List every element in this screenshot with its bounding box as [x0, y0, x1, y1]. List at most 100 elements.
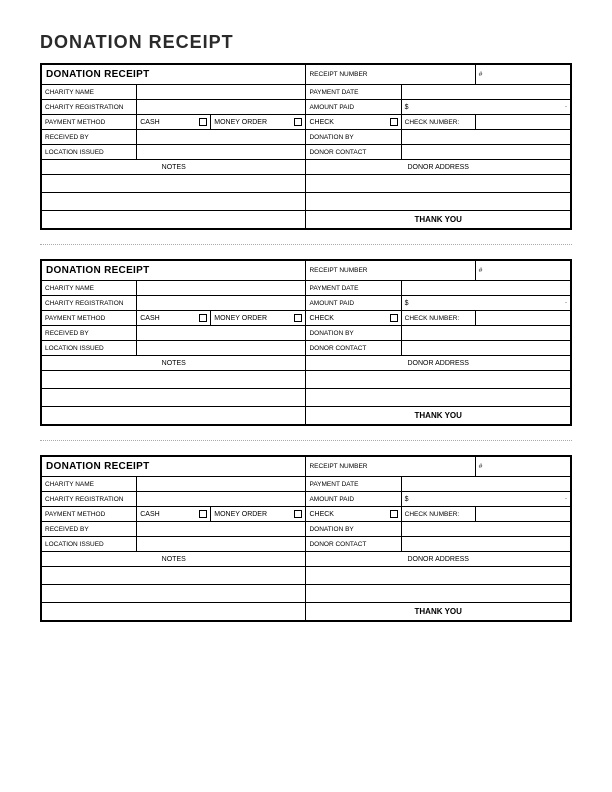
charity-name-value[interactable] — [137, 85, 306, 100]
receipt-table: DONATION RECEIPT RECEIPT NUMBER # CHARIT… — [41, 64, 571, 229]
payment-date-value[interactable] — [401, 85, 570, 100]
donation-by-value[interactable] — [401, 522, 570, 537]
donor-address-line[interactable] — [306, 389, 571, 407]
donor-address-line[interactable] — [306, 567, 571, 585]
received-by-value[interactable] — [137, 326, 306, 341]
amount-dash: - — [565, 300, 567, 306]
check-checkbox[interactable] — [390, 118, 398, 126]
donor-contact-value[interactable] — [401, 537, 570, 552]
check-cell[interactable]: CHECK — [306, 507, 401, 522]
notes-line[interactable] — [42, 603, 306, 621]
charity-name-label: CHARITY NAME — [42, 281, 137, 296]
charity-registration-label: CHARITY REGISTRATION — [42, 100, 137, 115]
notes-line[interactable] — [42, 585, 306, 603]
payment-date-value[interactable] — [401, 281, 570, 296]
cash-cell[interactable]: CASH — [137, 115, 211, 130]
money-order-cell[interactable]: MONEY ORDER — [211, 311, 306, 326]
notes-line[interactable] — [42, 389, 306, 407]
cash-label: CASH — [140, 119, 159, 126]
check-number-value[interactable] — [475, 311, 570, 326]
amount-dash: - — [565, 496, 567, 502]
money-order-checkbox[interactable] — [294, 510, 302, 518]
charity-name-value[interactable] — [137, 281, 306, 296]
donor-address-line[interactable] — [306, 585, 571, 603]
cash-checkbox[interactable] — [199, 118, 207, 126]
location-issued-value[interactable] — [137, 145, 306, 160]
received-by-label: RECEIVED BY — [42, 130, 137, 145]
money-order-label: MONEY ORDER — [214, 511, 267, 518]
amount-paid-label: AMOUNT PAID — [306, 296, 401, 311]
receipt-number-value[interactable]: # — [475, 65, 570, 85]
receipt-table: DONATION RECEIPT RECEIPT NUMBER # CHARIT… — [41, 260, 571, 425]
received-by-value[interactable] — [137, 130, 306, 145]
money-order-checkbox[interactable] — [294, 314, 302, 322]
donor-address-line[interactable] — [306, 175, 571, 193]
amount-paid-value[interactable]: $- — [401, 492, 570, 507]
notes-line[interactable] — [42, 567, 306, 585]
amount-paid-value[interactable]: $- — [401, 100, 570, 115]
cash-checkbox[interactable] — [199, 510, 207, 518]
donor-contact-value[interactable] — [401, 145, 570, 160]
amount-paid-label: AMOUNT PAID — [306, 492, 401, 507]
notes-line[interactable] — [42, 175, 306, 193]
donor-address-label: DONOR ADDRESS — [306, 160, 571, 175]
money-order-label: MONEY ORDER — [214, 315, 267, 322]
received-by-label: RECEIVED BY — [42, 326, 137, 341]
payment-method-label: PAYMENT METHOD — [42, 115, 137, 130]
check-label: CHECK — [309, 511, 334, 518]
receipt-number-value[interactable]: # — [475, 261, 570, 281]
cash-cell[interactable]: CASH — [137, 311, 211, 326]
charity-name-label: CHARITY NAME — [42, 477, 137, 492]
charity-registration-label: CHARITY REGISTRATION — [42, 296, 137, 311]
money-order-cell[interactable]: MONEY ORDER — [211, 507, 306, 522]
donor-contact-label: DONOR CONTACT — [306, 145, 401, 160]
check-cell[interactable]: CHECK — [306, 311, 401, 326]
payment-date-value[interactable] — [401, 477, 570, 492]
charity-registration-value[interactable] — [137, 100, 306, 115]
money-order-label: MONEY ORDER — [214, 119, 267, 126]
donation-by-value[interactable] — [401, 326, 570, 341]
check-label: CHECK — [309, 315, 334, 322]
location-issued-label: LOCATION ISSUED — [42, 145, 137, 160]
charity-name-value[interactable] — [137, 477, 306, 492]
notes-line[interactable] — [42, 371, 306, 389]
check-label: CHECK — [309, 119, 334, 126]
receipt-header: DONATION RECEIPT — [42, 261, 306, 281]
received-by-value[interactable] — [137, 522, 306, 537]
cash-checkbox[interactable] — [199, 314, 207, 322]
currency-symbol: $ — [405, 104, 409, 111]
payment-date-label: PAYMENT DATE — [306, 85, 401, 100]
receipt-number-value[interactable]: # — [475, 457, 570, 477]
notes-line[interactable] — [42, 211, 306, 229]
charity-registration-value[interactable] — [137, 492, 306, 507]
receipt-block: DONATION RECEIPT RECEIPT NUMBER # CHARIT… — [40, 259, 572, 426]
donor-address-line[interactable] — [306, 371, 571, 389]
divider — [40, 440, 572, 441]
check-number-value[interactable] — [475, 115, 570, 130]
location-issued-value[interactable] — [137, 341, 306, 356]
check-number-label: CHECK NUMBER: — [401, 115, 475, 130]
thank-you: THANK YOU — [306, 407, 571, 425]
location-issued-value[interactable] — [137, 537, 306, 552]
money-order-checkbox[interactable] — [294, 118, 302, 126]
cash-cell[interactable]: CASH — [137, 507, 211, 522]
amount-paid-value[interactable]: $- — [401, 296, 570, 311]
charity-registration-value[interactable] — [137, 296, 306, 311]
payment-date-label: PAYMENT DATE — [306, 477, 401, 492]
check-cell[interactable]: CHECK — [306, 115, 401, 130]
amount-paid-label: AMOUNT PAID — [306, 100, 401, 115]
donation-by-value[interactable] — [401, 130, 570, 145]
check-number-label: CHECK NUMBER: — [401, 507, 475, 522]
money-order-cell[interactable]: MONEY ORDER — [211, 115, 306, 130]
check-checkbox[interactable] — [390, 314, 398, 322]
thank-you: THANK YOU — [306, 211, 571, 229]
donor-address-line[interactable] — [306, 193, 571, 211]
receipt-number-label: RECEIPT NUMBER — [306, 457, 475, 477]
check-checkbox[interactable] — [390, 510, 398, 518]
divider — [40, 244, 572, 245]
thank-you: THANK YOU — [306, 603, 571, 621]
notes-line[interactable] — [42, 193, 306, 211]
notes-line[interactable] — [42, 407, 306, 425]
check-number-value[interactable] — [475, 507, 570, 522]
donor-contact-value[interactable] — [401, 341, 570, 356]
